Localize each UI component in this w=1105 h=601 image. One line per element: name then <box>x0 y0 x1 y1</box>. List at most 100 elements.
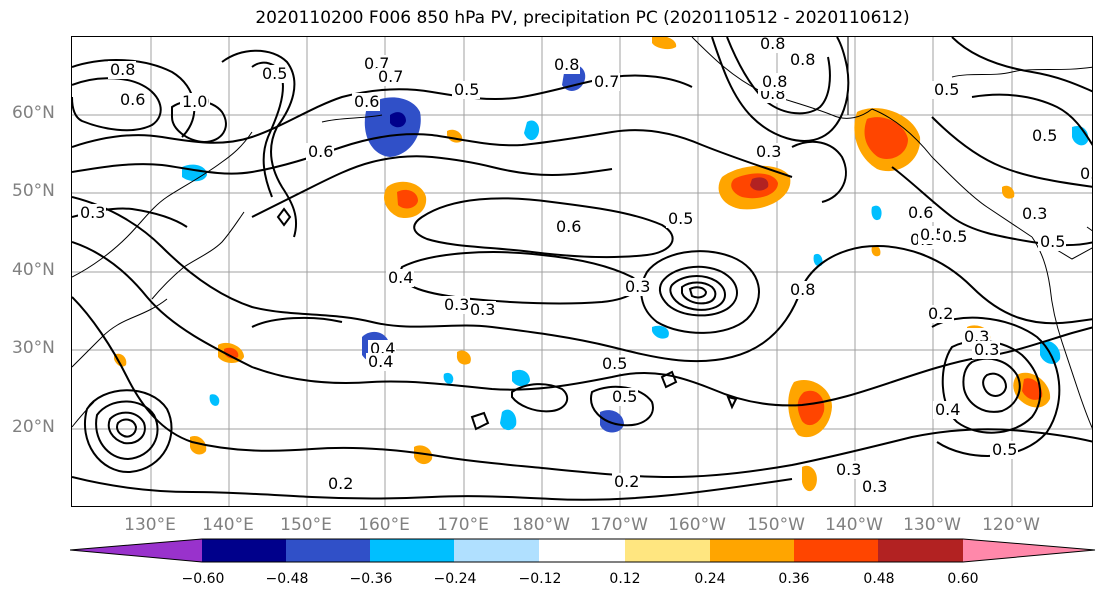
colorbar-segment <box>70 539 202 562</box>
contour-label-bg <box>468 301 496 319</box>
contour-label: 0.3 <box>1022 204 1047 223</box>
lon-label-180w: 180°W <box>512 515 570 535</box>
colorbar-segment <box>878 539 963 562</box>
contour-label-bg <box>326 475 354 493</box>
contour-label-bg <box>940 228 968 246</box>
contour-label-bg <box>366 353 394 371</box>
contour-label: 0.5 <box>612 387 637 406</box>
contour-label: 0.3 <box>625 277 650 296</box>
contour-label-bg <box>1078 165 1092 183</box>
contour-label-bg <box>1038 233 1066 251</box>
contour-label-bg <box>376 68 404 86</box>
contour-label: 0.8 <box>110 60 135 79</box>
contour-label-bg <box>760 73 788 91</box>
contour-label-bg <box>906 204 934 222</box>
contour-label-bg <box>788 281 816 299</box>
contour-label: 0.5 <box>668 209 693 228</box>
lon-label-120w: 120°W <box>982 515 1040 535</box>
contour-label-bg <box>554 218 582 236</box>
contour-label-bg <box>1020 205 1048 223</box>
coastlines <box>72 37 1092 429</box>
contour-label: 0.8 <box>790 50 815 69</box>
colorbar <box>70 538 1096 563</box>
contour-label: 0.8 <box>760 37 785 53</box>
contour-label-bg <box>788 51 816 69</box>
contour-label: 1.0 <box>182 92 207 111</box>
contour-label: 0.3 <box>756 142 781 161</box>
contour-label-bg <box>600 355 628 373</box>
contour-label: 0.3 <box>444 295 469 314</box>
contour-label: 0.5 <box>1040 232 1065 251</box>
colorbar-tick-label: −0.36 <box>349 571 393 587</box>
contour-label-bg <box>990 441 1018 459</box>
contour-label-bg <box>758 37 786 53</box>
contour-label: 0.5 <box>920 225 945 244</box>
contour-label-bg <box>623 278 651 296</box>
contour-label-bg <box>592 73 620 91</box>
contour-label: 0.5 <box>992 440 1017 459</box>
map-plot: 0.80.71.00.60.80.70.50.60.80.70.50.80.50… <box>72 37 1092 506</box>
colorbar-tick-label: −0.24 <box>433 571 477 587</box>
contour-label: 0.6 <box>556 217 581 236</box>
lon-label-170e: 170°E <box>437 515 489 535</box>
contour-label: 0.5 <box>1032 126 1057 145</box>
contour-label-bg <box>1030 127 1058 145</box>
contour-label-bg <box>78 204 106 222</box>
contour-label: 0.7 <box>378 67 403 86</box>
colorbar-segment <box>370 539 454 562</box>
contour-label-bg <box>260 65 288 83</box>
contour-label-bg <box>306 143 334 161</box>
contour-label: 0.5 <box>262 64 287 83</box>
contour-label-bg <box>933 401 961 419</box>
contour-label: 0.3 <box>80 203 105 222</box>
contour-label-bg <box>352 93 380 111</box>
colorbar-segment <box>963 539 1095 562</box>
contour-label-bg <box>180 93 208 111</box>
lon-label-150e: 150°E <box>280 515 332 535</box>
contour-label: 0.5 <box>602 354 627 373</box>
contour-label-bg <box>926 305 954 323</box>
lon-label-160w: 160°W <box>668 515 726 535</box>
colorbar-tick-label: −0.48 <box>265 571 309 587</box>
contour-label-bg <box>610 388 638 406</box>
contour-label-bg <box>118 91 146 109</box>
contour-label: 0.5 <box>942 227 967 246</box>
colorbar-tick-label: −0.12 <box>518 571 562 587</box>
contour-label: 0.8 <box>554 55 579 74</box>
contour-label-bg <box>452 81 480 99</box>
colorbar-segment <box>710 539 794 562</box>
contour-label: 0.4 <box>368 352 393 371</box>
contour-label: 0.4 <box>935 400 960 419</box>
contour-label: 0.3 <box>862 477 887 496</box>
contour-label-bg <box>386 269 414 287</box>
contour-label-bg <box>108 61 136 79</box>
contour-label: 0.3 <box>974 340 999 359</box>
lon-label-130e: 130°E <box>124 515 176 535</box>
lon-label-170w: 170°W <box>590 515 648 535</box>
contour-label-bg <box>552 56 580 74</box>
colorbar-tick-label: 0.36 <box>778 571 810 587</box>
colorbar-segment <box>286 539 370 562</box>
contour-label: 0.3 <box>470 300 495 319</box>
colorbar-tick-label: 0.12 <box>609 571 641 587</box>
lon-label-140e: 140°E <box>202 515 254 535</box>
contour-label-bg <box>918 226 946 244</box>
map-title: 2020110200 F006 850 hPa PV, precipitatio… <box>255 8 910 28</box>
lon-label-130w: 130°W <box>903 515 961 535</box>
lat-label-40n: 40°N <box>12 260 55 280</box>
contour-labels: 0.80.71.00.60.80.70.50.60.80.70.50.80.50… <box>78 37 1092 496</box>
lat-label-20n: 20°N <box>12 417 55 437</box>
colorbar-tick-label: 0.60 <box>947 571 979 587</box>
colorbar-outline <box>70 538 1096 563</box>
contour-label: 0.4 <box>388 268 413 287</box>
lon-label-140w: 140°W <box>825 515 883 535</box>
pv-contours <box>72 37 1092 501</box>
contour-label: 0.6 <box>354 92 379 111</box>
contour-label: 0.3 <box>836 460 861 479</box>
contour-label: 0.5 <box>454 80 479 99</box>
contour-label-bg <box>972 341 1000 359</box>
contour-label: 0.8 <box>762 72 787 91</box>
colorbar-segment <box>794 539 878 562</box>
contour-label: 0.2 <box>328 474 353 493</box>
contour-label: 0.6 <box>120 90 145 109</box>
